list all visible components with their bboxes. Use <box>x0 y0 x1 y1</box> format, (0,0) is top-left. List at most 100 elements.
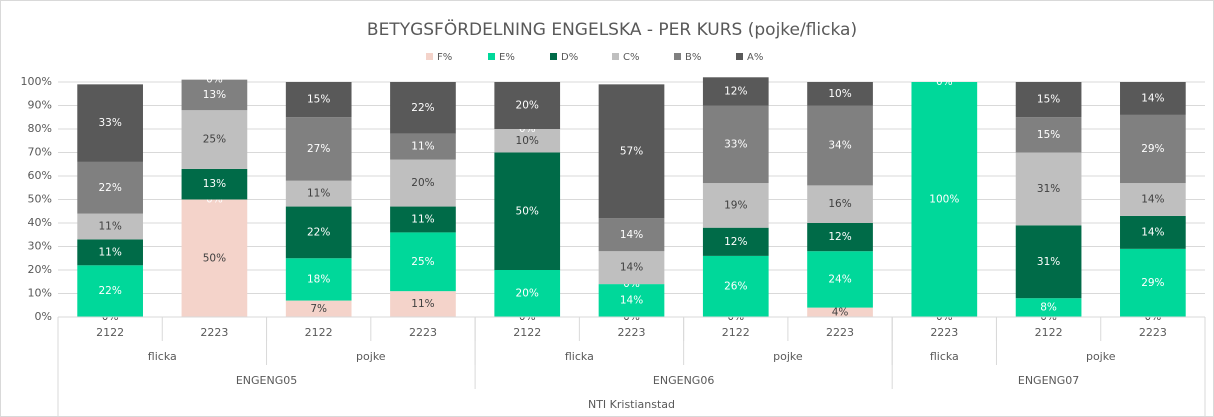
group-label: flicka <box>930 350 959 363</box>
bar-segment <box>1015 117 1082 153</box>
bar-segment <box>390 159 456 207</box>
value-label: 0% <box>206 74 223 86</box>
bar-segment <box>1015 225 1082 299</box>
bar-segment <box>911 82 978 317</box>
legend-label: B% <box>685 52 701 63</box>
bar-segment <box>807 307 873 317</box>
legend-swatch <box>674 53 681 60</box>
bar-segment <box>77 265 143 317</box>
y-tick-label: 60% <box>28 169 52 182</box>
value-label: 24% <box>828 273 851 285</box>
group-label: pojke <box>1086 350 1116 363</box>
bar-segment <box>181 110 248 169</box>
value-label: 14% <box>1141 92 1164 104</box>
value-label: 29% <box>1141 277 1164 289</box>
bar-segment <box>1120 183 1186 216</box>
value-label: 14% <box>620 295 643 307</box>
bar-segment <box>807 82 873 106</box>
group-label: flicka <box>148 350 177 363</box>
bar-segment <box>181 168 248 200</box>
bar-segment <box>285 258 352 301</box>
bar-segment <box>807 105 873 186</box>
value-label: 0% <box>936 76 953 88</box>
value-label: 12% <box>828 231 851 243</box>
group-label: ENGENG05 <box>236 374 297 387</box>
value-label: 11% <box>98 246 121 258</box>
legend-label: A% <box>747 52 763 63</box>
bar-segment <box>598 284 665 317</box>
x-tick-label: 2223 <box>618 326 646 339</box>
value-label: 25% <box>203 134 226 146</box>
bar-segment <box>390 82 456 134</box>
x-tick-label: 2122 <box>96 326 124 339</box>
legend-label: C% <box>623 52 639 63</box>
bar-segment <box>285 300 352 317</box>
bar-segment <box>390 206 456 233</box>
y-tick-label: 90% <box>28 99 52 112</box>
bar-segment <box>494 270 561 317</box>
legend-swatch <box>488 53 495 60</box>
value-label: 25% <box>411 256 434 268</box>
value-label: 20% <box>411 177 434 189</box>
bar-segment <box>285 180 352 207</box>
bar-segment <box>702 255 769 317</box>
x-tick-label: 2223 <box>930 326 958 339</box>
value-label: 13% <box>203 178 226 190</box>
bar-segment <box>181 79 248 111</box>
bar-segment <box>77 84 143 162</box>
y-tick-label: 50% <box>28 193 52 206</box>
x-tick-label: 2223 <box>200 326 228 339</box>
bar-segment <box>598 218 665 252</box>
bar-segment <box>1015 298 1082 317</box>
value-label: 20% <box>516 288 539 300</box>
bar-segment <box>598 251 665 285</box>
value-label: 11% <box>98 221 121 233</box>
value-label: 15% <box>307 94 330 106</box>
bar-segment <box>1120 215 1186 249</box>
value-label: 14% <box>620 262 643 274</box>
bar-segment <box>1120 114 1186 184</box>
value-label: 33% <box>724 138 747 150</box>
value-label: 10% <box>828 88 851 100</box>
x-tick-label: 2122 <box>722 326 750 339</box>
value-label: 14% <box>620 229 643 241</box>
value-label: 15% <box>1037 129 1060 141</box>
group-label: flicka <box>565 350 594 363</box>
group-label: NTI Kristianstad <box>588 398 675 411</box>
y-tick-label: 0% <box>35 310 52 323</box>
legend-swatch <box>550 53 557 60</box>
group-label: pojke <box>773 350 803 363</box>
value-label: 7% <box>310 303 327 315</box>
bar-segment <box>390 232 456 292</box>
legend-swatch <box>736 53 743 60</box>
x-tick-label: 2122 <box>513 326 541 339</box>
value-label: 14% <box>1141 226 1164 238</box>
legend-label: F% <box>437 52 452 63</box>
value-label: 11% <box>411 141 434 153</box>
x-tick-label: 2223 <box>409 326 437 339</box>
y-tick-label: 20% <box>28 263 52 276</box>
y-tick-label: 40% <box>28 216 52 229</box>
x-tick-label: 2122 <box>305 326 333 339</box>
bar-segment <box>1015 152 1082 226</box>
value-label: 11% <box>411 213 434 225</box>
value-label: 14% <box>1141 194 1164 206</box>
bar-segment <box>702 183 769 228</box>
value-label: 13% <box>203 89 226 101</box>
bar-segment <box>285 206 352 259</box>
group-label: ENGENG07 <box>1018 374 1079 387</box>
group-label: pojke <box>356 350 386 363</box>
value-label: 11% <box>411 298 434 310</box>
bar-segment <box>598 84 665 219</box>
y-tick-label: 10% <box>28 287 52 300</box>
bar-segment <box>1120 82 1186 115</box>
y-tick-label: 70% <box>28 146 52 159</box>
value-label: 22% <box>98 285 121 297</box>
bar-segment <box>807 251 873 308</box>
x-tick-label: 2223 <box>826 326 854 339</box>
bar-segment <box>702 105 769 184</box>
value-label: 31% <box>1037 183 1060 195</box>
bar-segment <box>285 117 352 181</box>
value-label: 26% <box>724 280 747 292</box>
